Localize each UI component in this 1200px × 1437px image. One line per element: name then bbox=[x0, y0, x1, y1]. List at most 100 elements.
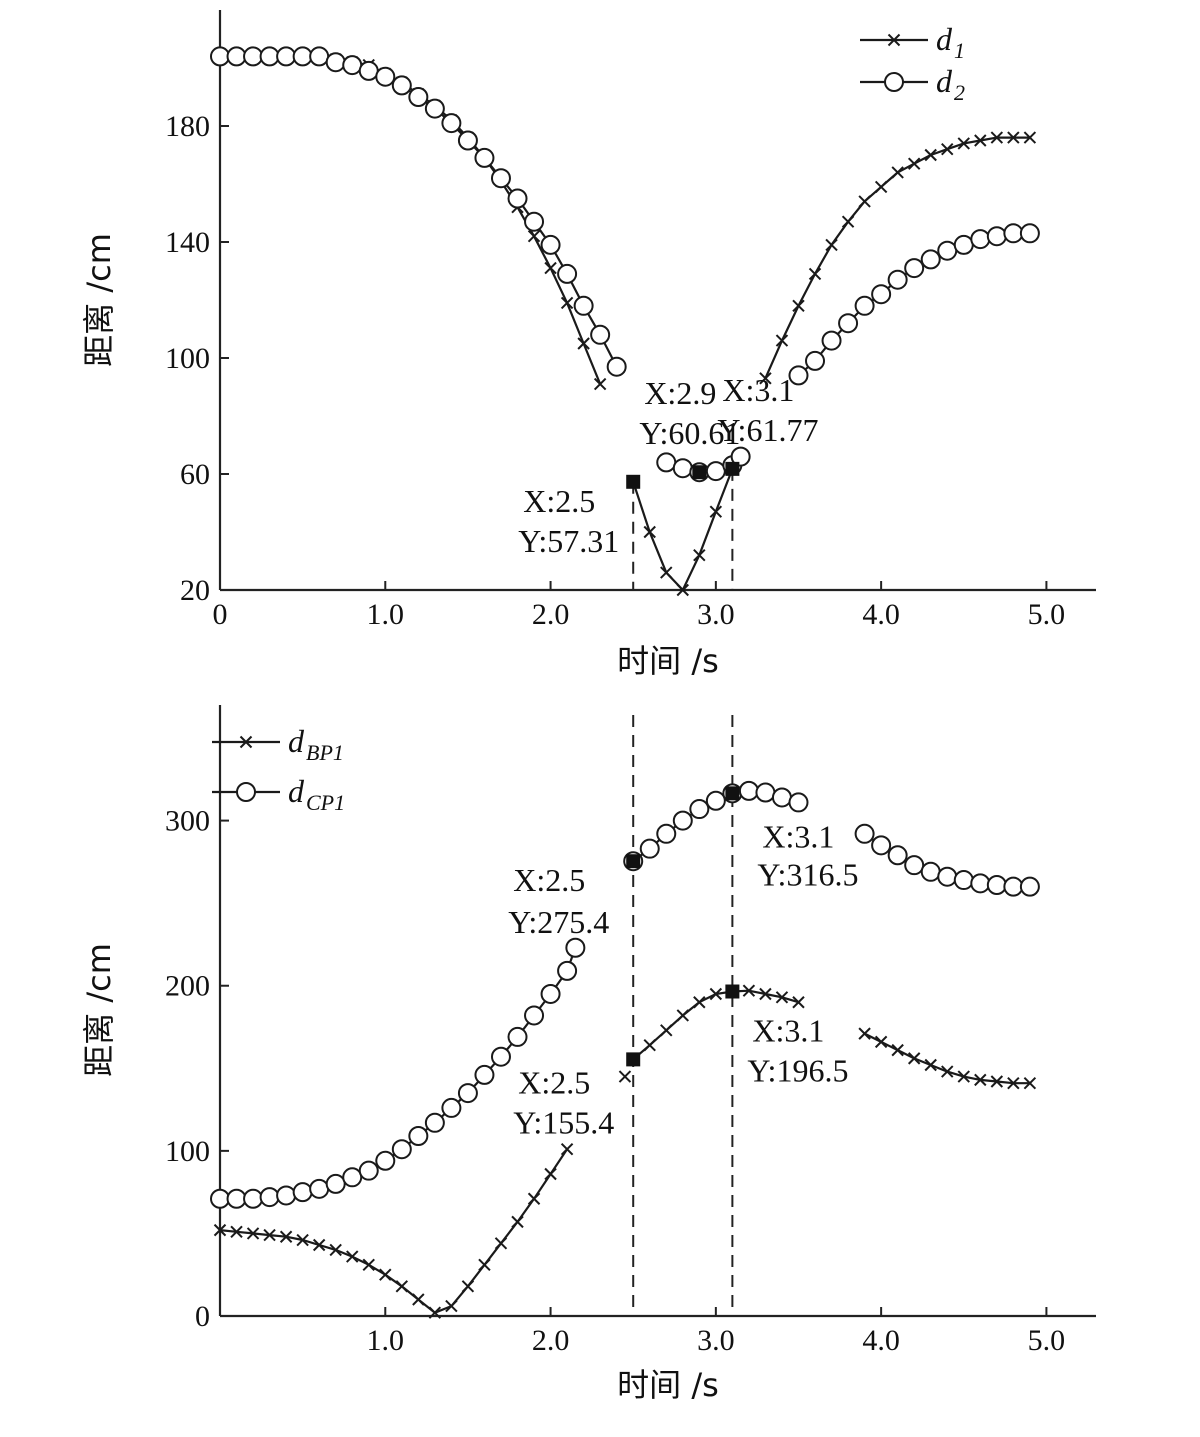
marker-x-stroke bbox=[1023, 131, 1037, 144]
data-point bbox=[424, 98, 445, 119]
data-point bbox=[904, 855, 925, 876]
series-d2 bbox=[210, 46, 1040, 483]
data-point bbox=[759, 987, 772, 1001]
marker-x-stroke bbox=[412, 1293, 425, 1306]
data-point bbox=[461, 1280, 475, 1293]
y-tick-label: 100 bbox=[165, 1135, 210, 1168]
data-point bbox=[309, 1178, 330, 1199]
marker-x-stroke bbox=[709, 505, 723, 518]
data-point bbox=[792, 996, 805, 1009]
x-tick-label: 5.0 bbox=[1028, 1324, 1066, 1357]
data-point bbox=[309, 46, 330, 67]
marker-x-stroke bbox=[461, 1280, 475, 1293]
data-point bbox=[990, 131, 1004, 144]
data-point bbox=[907, 1052, 921, 1065]
data-point bbox=[1023, 131, 1037, 144]
data-point bbox=[494, 1237, 508, 1250]
marker-x-stroke bbox=[593, 377, 607, 391]
marker-x-stroke bbox=[941, 142, 954, 156]
data-point bbox=[937, 240, 958, 261]
legend-marker bbox=[236, 782, 256, 802]
datatip-label-x: X:3.1 bbox=[752, 1013, 824, 1049]
datatip-label-y: Y:316.5 bbox=[757, 856, 858, 892]
marker-x-stroke bbox=[792, 299, 805, 313]
marker-x-stroke bbox=[676, 583, 689, 597]
data-point bbox=[230, 1225, 243, 1238]
data-point bbox=[474, 147, 495, 168]
data-point bbox=[524, 211, 545, 232]
marker-x-stroke bbox=[428, 1306, 442, 1319]
marker-x-stroke bbox=[957, 1070, 970, 1083]
data-point bbox=[507, 1026, 528, 1047]
data-point bbox=[672, 458, 693, 479]
data-point bbox=[709, 505, 723, 518]
data-point bbox=[676, 1009, 689, 1022]
datatip-label-x: X:2.5 bbox=[513, 862, 585, 898]
marker-x-stroke bbox=[941, 1065, 954, 1078]
bottom-chart: 1.0 2.0 3.0 4.0 5.0 0 100 200 300 时间 /s 距离 /cm d BP1… bbox=[80, 705, 1096, 1404]
marker-x-stroke bbox=[808, 267, 822, 281]
data-point bbox=[821, 330, 842, 351]
data-point bbox=[738, 780, 759, 801]
data-point bbox=[941, 142, 954, 156]
y-tick-label: 300 bbox=[165, 805, 210, 838]
marker-x-stroke bbox=[246, 1227, 260, 1240]
datatip-marker bbox=[692, 465, 707, 480]
data-point bbox=[871, 284, 892, 305]
marker-x-stroke bbox=[478, 1258, 491, 1272]
data-point bbox=[920, 861, 941, 882]
datatip-label-y: Y:275.4 bbox=[508, 904, 609, 940]
data-point bbox=[792, 299, 805, 313]
datatip-label-y: Y:196.5 bbox=[747, 1053, 848, 1089]
data-point bbox=[825, 238, 838, 252]
marker-x-stroke bbox=[759, 372, 772, 385]
datatip-marker bbox=[626, 1052, 641, 1067]
marker-x-stroke bbox=[858, 1027, 871, 1040]
x-tick-label: 3.0 bbox=[697, 1324, 735, 1357]
x-tick-label: 1.0 bbox=[367, 1324, 405, 1357]
data-point bbox=[924, 1058, 937, 1072]
data-point bbox=[808, 267, 822, 281]
data-point bbox=[226, 46, 247, 67]
data-point bbox=[325, 1173, 346, 1194]
y-axis-title: 距离 /cm bbox=[80, 943, 118, 1077]
datatip-label-y: Y:60.61 bbox=[639, 415, 740, 451]
datatip-marker bbox=[626, 474, 641, 489]
data-point bbox=[643, 1038, 656, 1052]
datatip-marker bbox=[725, 786, 740, 801]
data-point bbox=[920, 249, 941, 270]
marker-x-stroke bbox=[891, 1043, 904, 1057]
datatip-marker bbox=[725, 984, 740, 999]
data-point bbox=[693, 548, 706, 562]
datatip-label-x: X:2.5 bbox=[518, 1064, 590, 1100]
data-point bbox=[891, 1043, 904, 1057]
marker-x-stroke bbox=[759, 987, 772, 1001]
data-point bbox=[990, 1075, 1004, 1088]
marker-x-stroke bbox=[990, 131, 1004, 144]
data-point bbox=[391, 1139, 412, 1160]
data-point bbox=[643, 525, 656, 539]
marker-x-stroke bbox=[239, 735, 253, 749]
marker-x-stroke bbox=[825, 238, 838, 252]
data-point bbox=[618, 1070, 632, 1083]
data-point bbox=[457, 130, 478, 151]
marker-x-stroke bbox=[907, 1052, 921, 1065]
data-point bbox=[375, 66, 396, 87]
data-point bbox=[858, 195, 871, 208]
data-point bbox=[292, 1182, 313, 1203]
marker-x-stroke bbox=[874, 180, 888, 194]
data-point bbox=[672, 810, 693, 831]
data-point bbox=[953, 870, 974, 891]
legend-label-sub: CP1 bbox=[306, 790, 345, 815]
y-axis-title: 距离 /cm bbox=[80, 233, 118, 367]
data-point bbox=[775, 334, 789, 347]
x-axis-title: 时间 /s bbox=[617, 1366, 719, 1404]
data-point bbox=[329, 1243, 342, 1257]
data-point bbox=[755, 782, 776, 803]
marker-x-stroke bbox=[379, 1268, 392, 1281]
data-point bbox=[424, 1112, 445, 1133]
data-point bbox=[259, 1187, 280, 1208]
data-point bbox=[560, 296, 574, 310]
data-point bbox=[557, 960, 578, 981]
